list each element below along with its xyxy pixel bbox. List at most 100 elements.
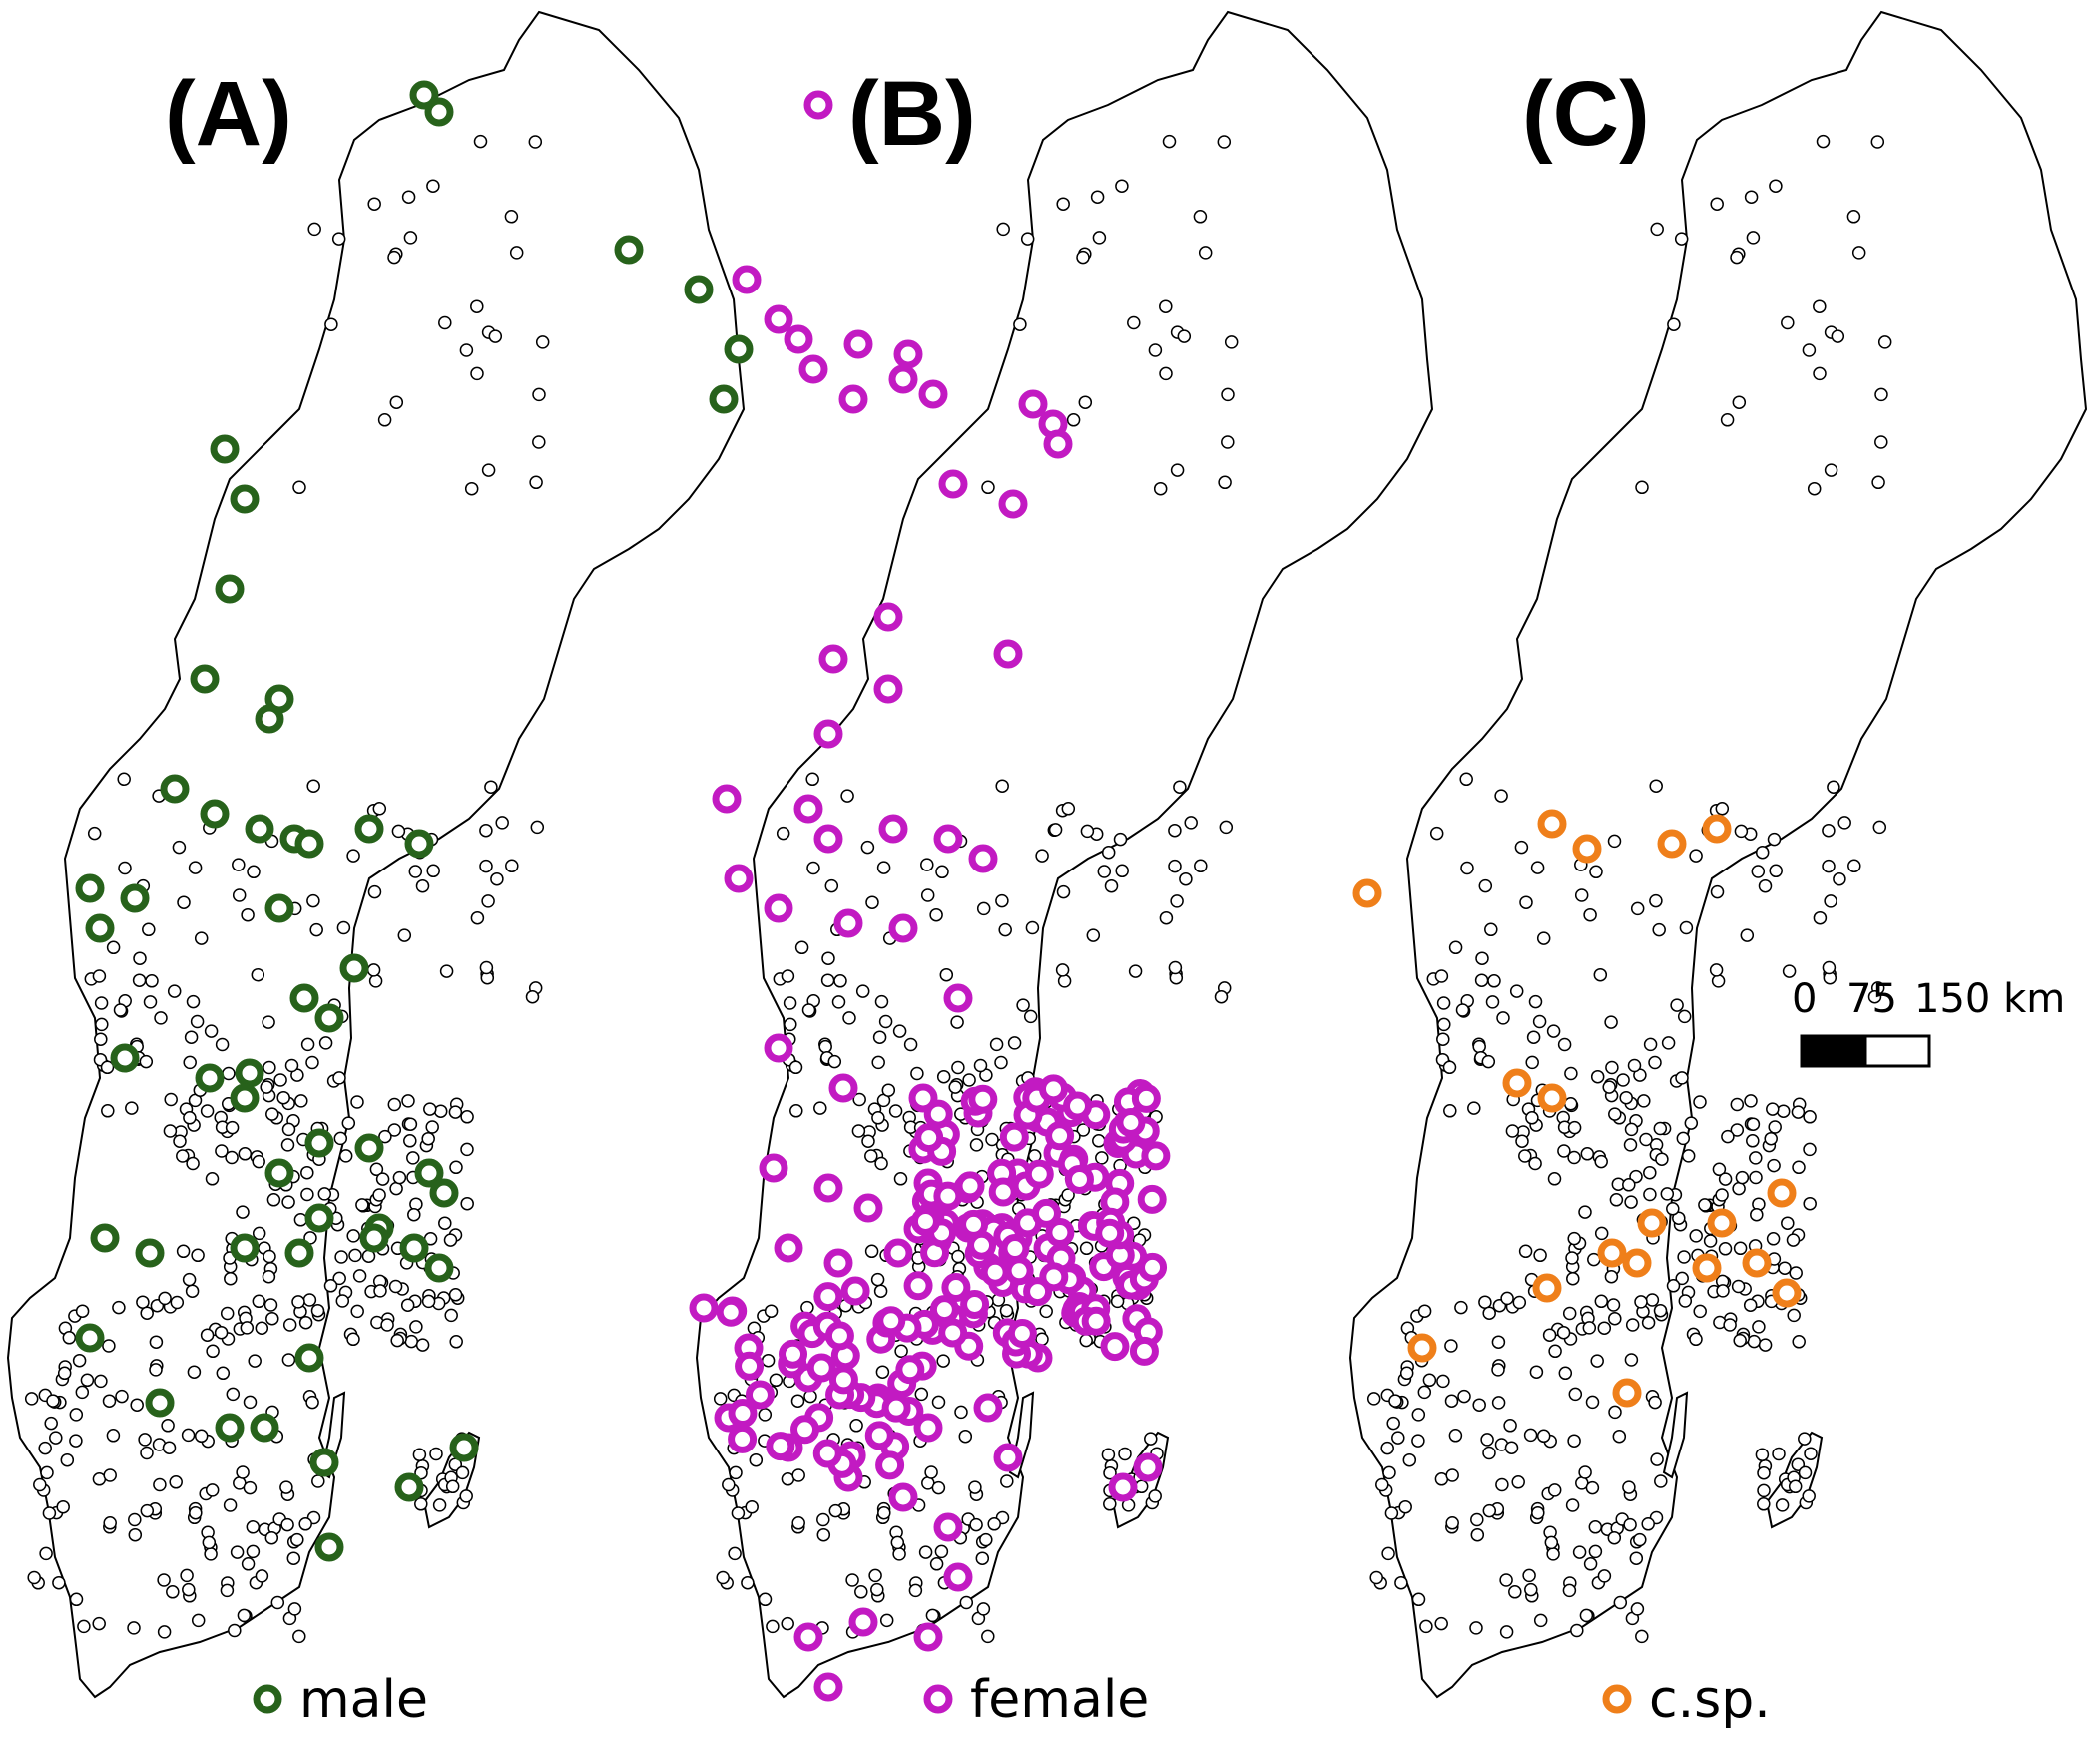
- background-site-marker: [403, 1134, 417, 1148]
- background-site-marker: [112, 1300, 126, 1315]
- background-site-marker: [910, 1066, 924, 1081]
- panel-b: (B) female: [689, 11, 1433, 1730]
- background-site-marker: [1758, 878, 1773, 893]
- background-site-marker: [745, 1499, 759, 1514]
- background-site-marker: [479, 823, 493, 838]
- observation-site-marker: [1004, 1256, 1034, 1286]
- background-site-marker: [255, 1321, 269, 1335]
- background-site-marker: [153, 1477, 167, 1492]
- background-site-marker: [939, 967, 954, 982]
- observation-site-marker: [339, 953, 369, 983]
- background-site-marker: [378, 1129, 392, 1144]
- background-site-marker: [1606, 1298, 1621, 1312]
- background-site-marker: [1781, 1216, 1795, 1230]
- background-site-marker: [56, 1499, 70, 1514]
- observation-site-marker: [1031, 1198, 1061, 1228]
- background-site-marker: [1744, 1094, 1758, 1108]
- background-site-marker: [1422, 1373, 1437, 1388]
- observation-site-marker: [828, 1365, 858, 1395]
- background-site-marker: [1219, 820, 1234, 835]
- observation-site-marker: [993, 1443, 1023, 1472]
- background-site-marker: [1623, 1138, 1638, 1152]
- background-site-marker: [1144, 1432, 1158, 1446]
- observation-site-marker: [933, 1512, 963, 1542]
- background-site-marker: [1757, 1497, 1771, 1511]
- background-site-marker: [914, 1387, 929, 1402]
- background-site-marker: [1016, 998, 1030, 1012]
- background-site-marker: [145, 974, 159, 988]
- background-site-marker: [401, 190, 416, 204]
- background-site-marker: [761, 1353, 776, 1368]
- background-site-marker: [237, 1608, 252, 1623]
- observation-site-marker: [110, 1043, 140, 1073]
- observation-site-marker: [745, 1380, 775, 1410]
- observation-site-marker: [264, 893, 294, 923]
- background-site-marker: [1399, 1366, 1414, 1381]
- background-site-marker: [1693, 1095, 1707, 1109]
- background-site-marker: [177, 895, 191, 909]
- background-site-marker: [874, 994, 889, 1009]
- background-site-marker: [1666, 1202, 1680, 1216]
- background-site-marker: [1514, 840, 1529, 855]
- background-site-marker: [1744, 190, 1759, 204]
- background-site-marker: [789, 1104, 803, 1118]
- background-site-marker: [728, 1546, 742, 1561]
- background-site-marker: [1454, 1300, 1468, 1315]
- background-site-marker: [1622, 1178, 1636, 1192]
- observation-site-marker: [790, 1415, 820, 1445]
- background-site-marker: [996, 222, 1010, 237]
- observation-site-marker: [359, 1223, 389, 1253]
- background-site-marker: [387, 250, 401, 265]
- background-site-marker: [505, 859, 519, 873]
- background-site-marker: [1816, 134, 1831, 149]
- background-site-marker: [464, 481, 479, 496]
- background-site-marker: [870, 1272, 885, 1287]
- background-site-marker: [1824, 463, 1838, 477]
- background-site-marker: [407, 1207, 421, 1222]
- background-site-marker: [1746, 1117, 1761, 1131]
- observation-site-marker: [424, 97, 454, 127]
- background-site-marker: [758, 1408, 773, 1422]
- background-site-marker: [776, 826, 790, 841]
- background-site-marker: [182, 1272, 197, 1287]
- background-site-marker: [281, 1195, 295, 1209]
- background-site-marker: [1469, 1621, 1483, 1635]
- male-sites-layer: [75, 80, 754, 1562]
- background-site-marker: [389, 395, 404, 409]
- background-site-marker: [1567, 1120, 1582, 1135]
- background-site-marker: [1525, 1111, 1539, 1125]
- background-site-marker: [167, 984, 182, 998]
- background-site-marker: [161, 1419, 175, 1433]
- background-site-marker: [1522, 1568, 1536, 1583]
- background-site-marker: [1436, 1374, 1450, 1389]
- background-site-marker: [228, 1623, 242, 1638]
- background-site-marker: [103, 1516, 117, 1530]
- background-site-marker: [1533, 1248, 1547, 1263]
- background-site-marker: [205, 1483, 220, 1497]
- background-site-marker: [1654, 1474, 1668, 1488]
- background-site-marker: [1574, 888, 1589, 902]
- background-site-marker: [115, 1389, 129, 1404]
- background-site-marker: [62, 1331, 77, 1345]
- background-site-marker: [247, 865, 261, 879]
- background-site-marker: [1542, 1328, 1557, 1342]
- background-site-marker: [962, 1073, 976, 1087]
- background-site-marker: [470, 299, 484, 313]
- observation-site-marker: [1133, 1452, 1163, 1482]
- observation-site-marker: [1502, 1068, 1532, 1098]
- background-site-marker: [102, 1394, 117, 1408]
- background-site-marker: [864, 1149, 878, 1163]
- background-site-marker: [202, 1535, 217, 1550]
- background-site-marker: [1624, 1122, 1639, 1137]
- background-site-marker: [968, 1480, 982, 1494]
- background-site-marker: [918, 1545, 933, 1559]
- background-site-marker: [338, 1149, 353, 1163]
- background-site-marker: [367, 884, 382, 899]
- background-site-marker: [438, 315, 452, 330]
- background-site-marker: [981, 1629, 995, 1644]
- background-site-marker: [220, 1306, 235, 1321]
- background-site-marker: [1380, 1441, 1394, 1455]
- background-site-marker: [1460, 861, 1474, 875]
- background-site-marker: [1677, 1009, 1692, 1024]
- background-site-marker: [969, 1517, 983, 1532]
